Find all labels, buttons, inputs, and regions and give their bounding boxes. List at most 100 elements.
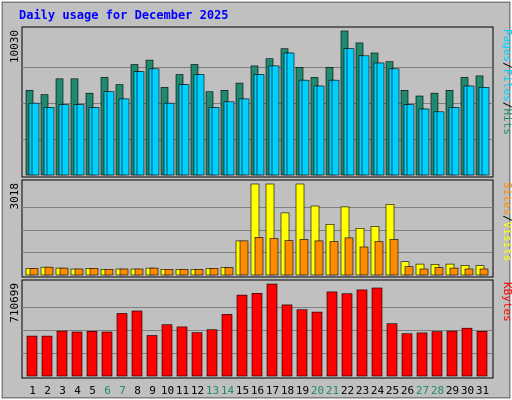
- bar-sites-day-20: [314, 240, 324, 276]
- bar-sites-day-25: [389, 239, 399, 276]
- panel-legend: Sites/Visits: [501, 182, 512, 262]
- x-tick-label-28: 28: [431, 384, 444, 397]
- bar-sites-day-27: [419, 268, 429, 276]
- x-tick-label-26: 26: [401, 384, 414, 397]
- bar-pages-day-22: [346, 48, 355, 176]
- bar-kbytes-day-3: [56, 330, 68, 377]
- bar-pages-day-20: [316, 85, 325, 176]
- x-tick-label-2: 2: [44, 384, 51, 397]
- x-tick-label-16: 16: [251, 384, 264, 397]
- bar-kbytes-day-4: [71, 331, 83, 377]
- bar-kbytes-day-6: [101, 331, 113, 377]
- x-tick-label-9: 9: [149, 384, 156, 397]
- bar-sites-day-15: [239, 240, 249, 276]
- x-tick-label-5: 5: [89, 384, 96, 397]
- bar-sites-day-6: [104, 268, 114, 276]
- bar-pages-day-4: [76, 104, 85, 176]
- x-tick-label-20: 20: [311, 384, 324, 397]
- bar-pages-day-11: [181, 84, 190, 176]
- bar-kbytes-day-10: [161, 324, 173, 377]
- bar-sites-day-2: [44, 266, 54, 276]
- legend-entry: KBytes: [501, 282, 512, 322]
- legend-entry: Hits: [501, 109, 512, 136]
- bar-kbytes-day-19: [296, 309, 308, 377]
- bar-sites-day-9: [149, 267, 159, 276]
- x-tick-label-15: 15: [236, 384, 249, 397]
- bar-pages-day-30: [466, 85, 475, 176]
- panel-kbytes: 710699 KBytes: [8, 279, 512, 379]
- x-tick-label-23: 23: [356, 384, 369, 397]
- bar-kbytes-day-22: [341, 293, 353, 377]
- bar-pages-day-29: [451, 107, 460, 176]
- bar-kbytes-day-5: [86, 330, 98, 377]
- bar-kbytes-day-1: [26, 335, 38, 377]
- bar-sites-day-30: [464, 268, 474, 276]
- bar-sites-day-14: [224, 267, 234, 276]
- bar-kbytes-day-14: [221, 314, 233, 377]
- bar-kbytes-day-30: [461, 327, 473, 377]
- bar-sites-day-17: [269, 238, 279, 276]
- bar-kbytes-day-31: [476, 330, 488, 377]
- bar-pages-day-18: [286, 52, 295, 176]
- legend-entry: Files: [501, 69, 512, 102]
- bar-pages-day-31: [481, 87, 490, 176]
- x-tick-label-31: 31: [476, 384, 489, 397]
- bar-kbytes-day-7: [116, 313, 128, 377]
- bar-pages-day-19: [301, 79, 310, 176]
- panel-visits-sites: 3018 Sites/Visits: [8, 179, 512, 278]
- x-tick-label-10: 10: [161, 384, 174, 397]
- bar-sites-day-23: [359, 246, 369, 276]
- bar-kbytes-day-2: [41, 335, 53, 377]
- bar-pages-day-17: [271, 65, 280, 176]
- bar-sites-day-8: [134, 268, 144, 276]
- panel-max-label: 3018: [8, 183, 21, 210]
- bar-sites-day-21: [329, 241, 339, 276]
- bar-sites-day-1: [29, 268, 39, 276]
- x-tick-label-4: 4: [74, 384, 81, 397]
- bar-kbytes-day-15: [236, 294, 248, 377]
- chart-title: Daily usage for December 2025: [19, 8, 229, 22]
- bar-sites-day-31: [479, 268, 489, 276]
- bar-kbytes-day-21: [326, 291, 338, 377]
- bar-sites-day-7: [119, 268, 129, 276]
- bar-kbytes-day-20: [311, 311, 323, 377]
- bar-pages-day-10: [166, 102, 175, 176]
- x-tick-label-3: 3: [59, 384, 66, 397]
- bar-sites-day-19: [299, 239, 309, 276]
- x-tick-label-11: 11: [176, 384, 189, 397]
- panel-max-label: 710699: [8, 283, 21, 323]
- bar-kbytes-day-25: [386, 323, 398, 377]
- x-tick-label-19: 19: [296, 384, 309, 397]
- bar-pages-day-3: [61, 104, 70, 176]
- bar-pages-day-2: [46, 107, 55, 176]
- bar-pages-day-23: [361, 55, 370, 176]
- bar-kbytes-day-18: [281, 304, 293, 377]
- bar-kbytes-day-13: [206, 329, 218, 377]
- legend-entry: Pages: [501, 29, 512, 62]
- bar-sites-day-18: [284, 240, 294, 276]
- bar-pages-day-7: [121, 98, 130, 176]
- bar-kbytes-day-24: [371, 287, 383, 377]
- bar-pages-day-21: [331, 79, 340, 176]
- bar-pages-day-14: [226, 101, 235, 176]
- bar-kbytes-day-23: [356, 289, 368, 377]
- bar-pages-day-9: [151, 68, 160, 176]
- bar-kbytes-day-27: [416, 332, 428, 377]
- x-tick-label-14: 14: [221, 384, 235, 397]
- x-axis-labels: 1 2 3 4 5 6 7 8 9 10 11 12 13 14 15 16 17 18 19 20 21 22 23 24 2…: [29, 384, 489, 397]
- bar-kbytes-day-8: [131, 310, 143, 377]
- bar-pages-day-26: [406, 104, 415, 176]
- panel-legend: KBytes: [501, 282, 512, 322]
- bar-sites-day-4: [74, 268, 84, 276]
- bar-pages-day-1: [31, 102, 40, 176]
- bar-kbytes-day-26: [401, 333, 413, 377]
- x-tick-label-25: 25: [386, 384, 399, 397]
- bar-pages-day-27: [421, 108, 430, 176]
- x-tick-label-12: 12: [191, 384, 204, 397]
- x-tick-label-1: 1: [29, 384, 36, 397]
- bar-pages-day-24: [376, 62, 385, 176]
- bar-sites-day-29: [449, 267, 459, 276]
